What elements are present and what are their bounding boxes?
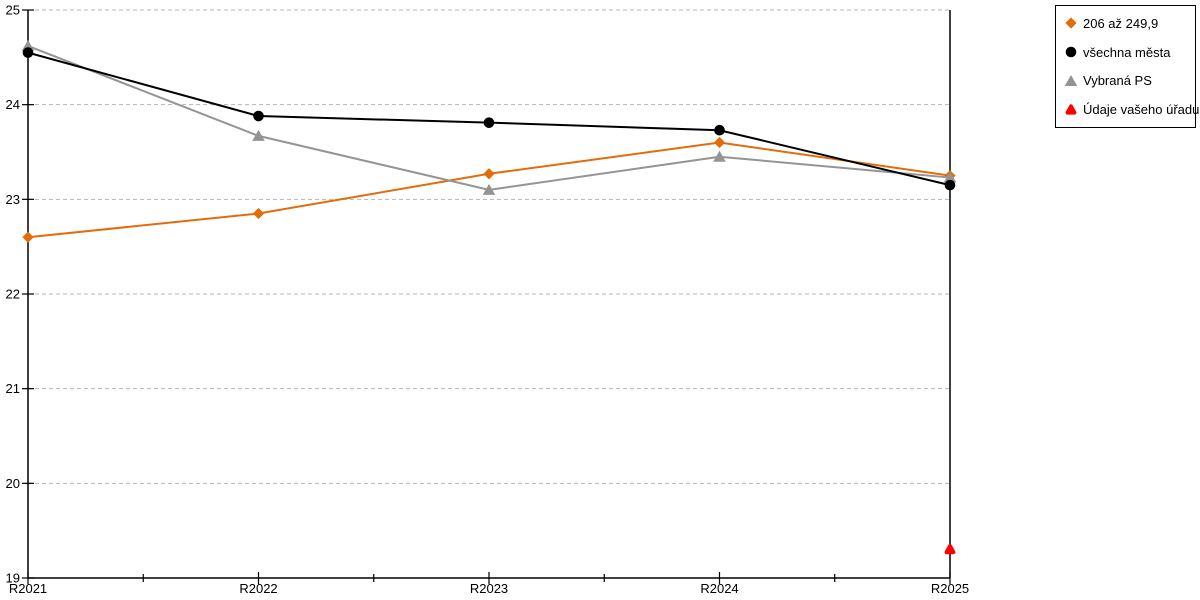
svg-text:R2025: R2025 [931,581,969,596]
rounded-triangle-marker-icon [1063,103,1079,117]
triangle-marker-icon [1063,74,1079,88]
svg-text:R2023: R2023 [470,581,508,596]
svg-text:25: 25 [6,3,20,18]
svg-text:22: 22 [6,287,20,302]
svg-text:R2022: R2022 [239,581,277,596]
circle-marker-icon [1063,45,1079,59]
svg-text:23: 23 [6,192,20,207]
legend-label: Údaje vašeho úřadu [1083,102,1200,118]
legend-label: všechna města [1083,44,1171,60]
legend: 206 až 249,9 všechna města Vybraná PS Úd… [1055,5,1199,128]
svg-text:R2024: R2024 [700,581,738,596]
svg-text:R2021: R2021 [9,581,47,596]
legend-item-selected-ps: Vybraná PS [1063,73,1193,88]
legend-label: Vybraná PS [1083,73,1152,89]
legend-item-own-office: Údaje vašeho úřadu [1063,102,1199,117]
svg-text:24: 24 [6,97,20,112]
legend-item-all-cities: všechna města [1063,45,1193,60]
svg-text:21: 21 [6,381,20,396]
svg-text:20: 20 [6,476,20,491]
svg-text:19: 19 [6,571,20,586]
legend-label: 206 až 249,9 [1083,15,1159,31]
diamond-marker-icon [1063,16,1079,30]
legend-item-range-206-249: 206 až 249,9 [1063,16,1193,31]
